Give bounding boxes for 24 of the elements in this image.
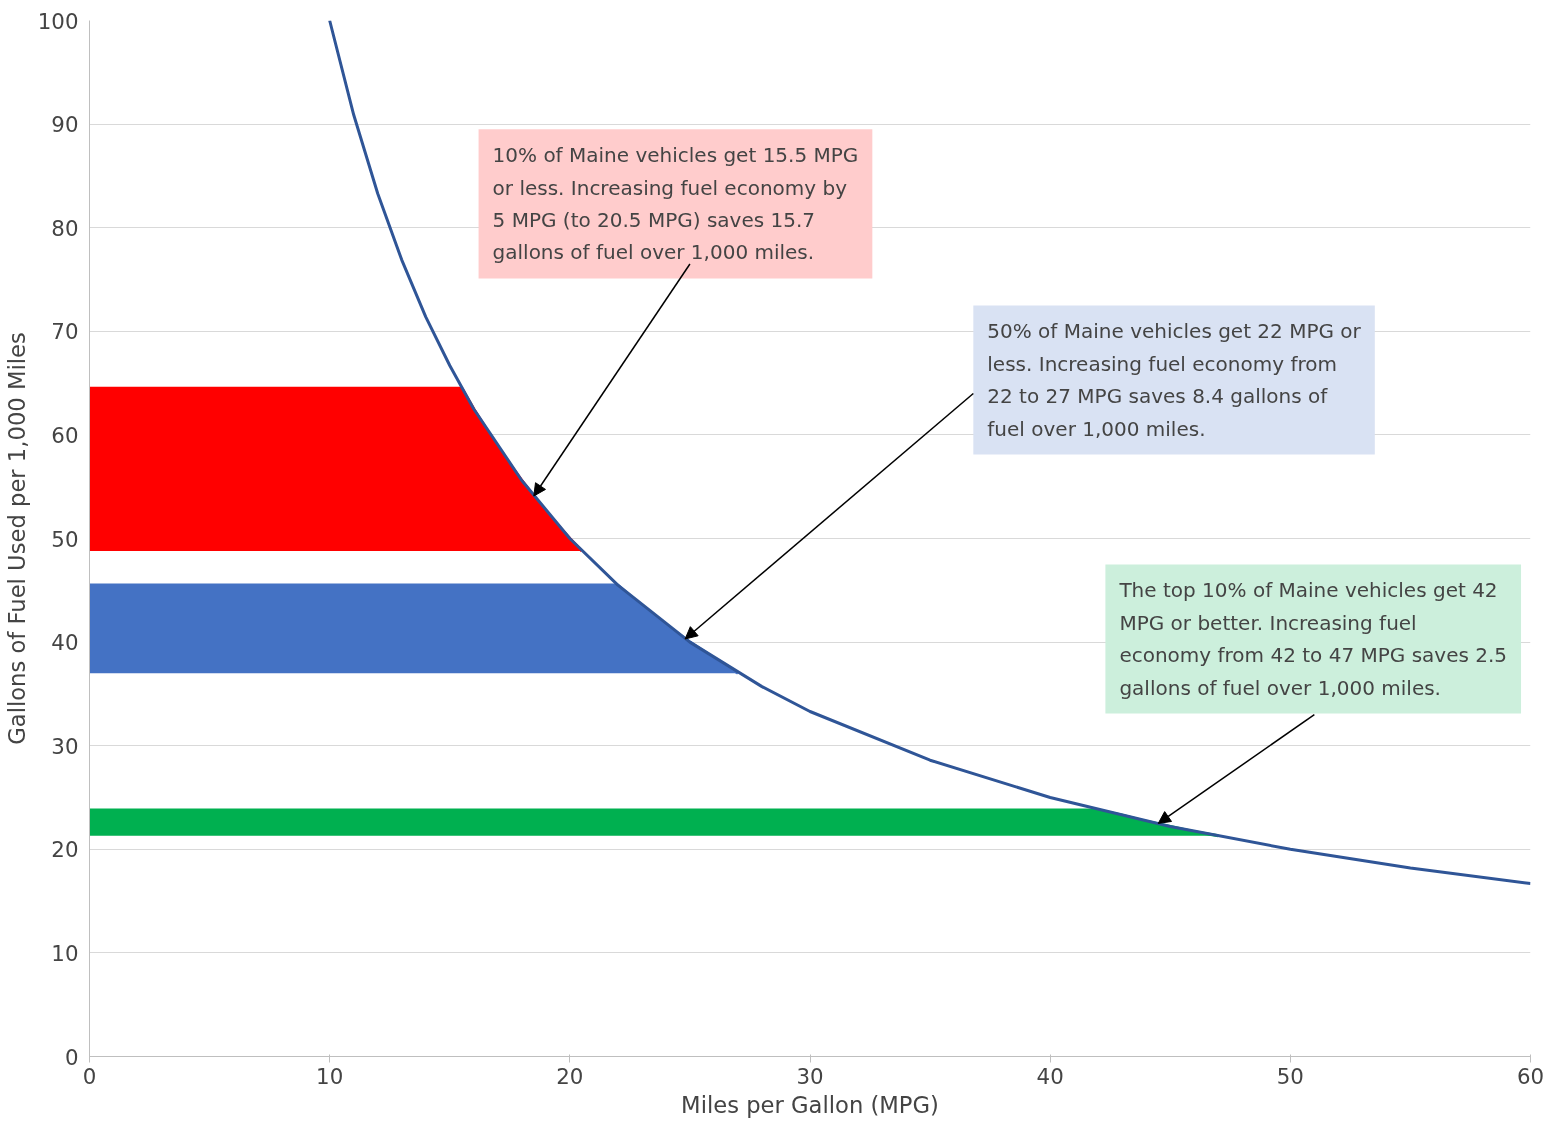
annotation: 10% of Maine vehicles get 15.5 MPG or less. Increasing fuel economy by 5 MPG (to 20.5 MPG) saves 15.7 gallons of fuel over 1,000 miles.: [492, 143, 859, 265]
annotation: The top 10% of Maine vehicles get 42 MPG or better. Increasing fuel economy from 42 to 47 MPG saves 2.5 gallons of fuel over 1,000 miles.: [1118, 578, 1508, 700]
line-series: [328, 20, 1531, 885]
y-tick-label: 60: [51, 422, 79, 448]
x-tick-label: 20: [556, 1063, 584, 1089]
y-tick-label: 90: [51, 112, 79, 138]
y-tick-label: 70: [51, 319, 79, 345]
y-tick-label: 10: [51, 940, 79, 966]
y-tick-label: 50: [51, 526, 79, 552]
y-tick-label: 20: [51, 837, 79, 863]
x-tick-label: 40: [1036, 1063, 1064, 1089]
x-tick-label: 30: [796, 1063, 824, 1089]
x-tick-label: 50: [1276, 1063, 1304, 1089]
y-tick-label: 0: [64, 1044, 79, 1070]
y-tick-label: 30: [51, 733, 79, 759]
x-axis-title: Miles per Gallon (MPG): [681, 1091, 939, 1118]
y-tick-label: 40: [51, 630, 79, 656]
annotation: 50% of Maine vehicles get 22 MPG or less. Increasing fuel economy from 22 to 27 MPG saves 8.4 gallons of fuel over 1,000 miles.: [987, 319, 1362, 441]
y-axis-title: Gallons of Fuel Used per 1,000 Miles: [3, 332, 30, 745]
x-tick-label: 10: [316, 1063, 344, 1089]
x-tick-label: 60: [1516, 1063, 1545, 1089]
y-tick-label: 100: [37, 8, 79, 34]
x-tick-label: 0: [82, 1063, 97, 1089]
y-tick-label: 80: [51, 215, 79, 241]
